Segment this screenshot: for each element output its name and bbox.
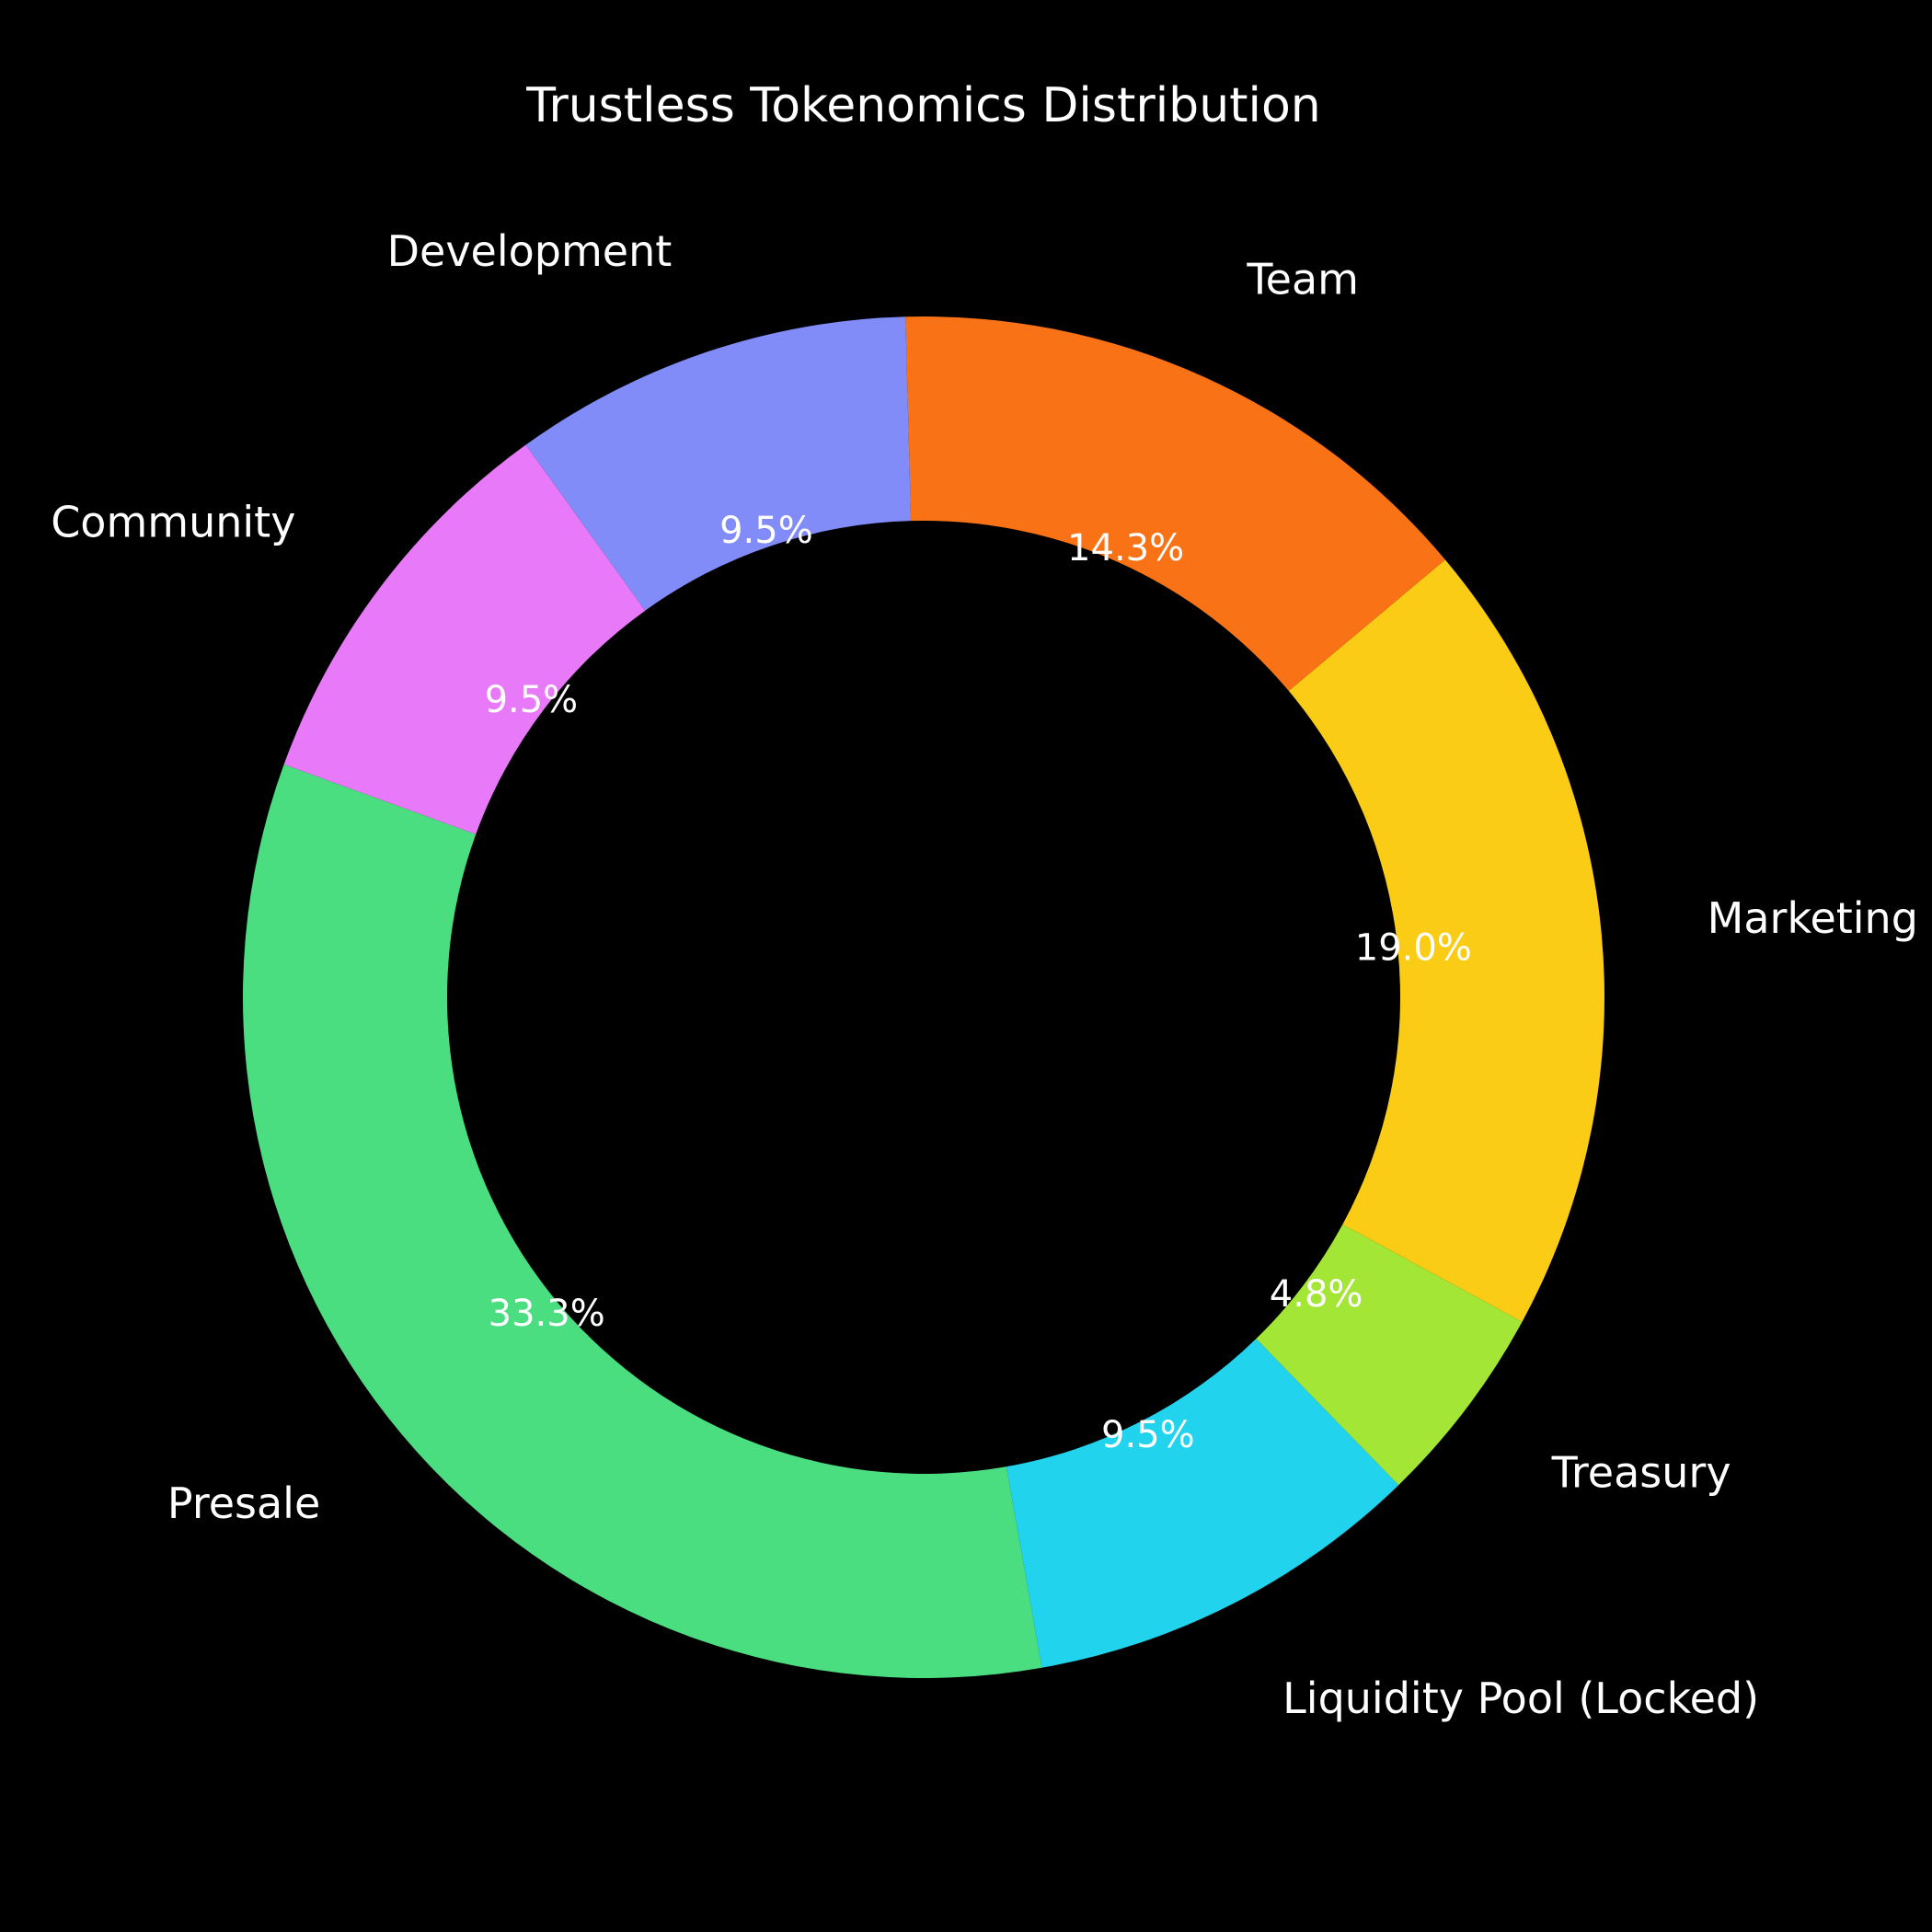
percent-label-liquidity-pool-locked: 9.5% [1101,1414,1195,1456]
category-labels-group: Presale Liquidity Pool (Locked) Treasury Ma… [51,226,1918,1723]
slices-group [243,316,1605,1678]
slice-community [283,444,646,834]
chart-title: Trustless Tokenomics Distribution [525,78,1321,133]
category-label-presale: Presale [167,1478,320,1528]
percent-labels-group: 33.3% 9.5% 4.8% 19.0% 14.3% 9.5% 9.5% [485,510,1472,1456]
percent-label-marketing: 19.0% [1355,926,1472,969]
slice-development [525,316,912,611]
slice-presale [243,764,1042,1678]
category-label-marketing: Marketing [1708,893,1918,943]
category-label-liquidity-pool-locked: Liquidity Pool (Locked) [1282,1673,1759,1723]
percent-label-development: 9.5% [719,510,813,552]
slice-liquidity-pool-locked [1006,1339,1399,1668]
percent-label-treasury: 4.8% [1270,1273,1363,1316]
category-label-development: Development [387,226,673,276]
category-label-treasury: Treasury [1551,1448,1731,1498]
percent-label-team: 14.3% [1067,527,1184,569]
percent-label-community: 9.5% [485,679,579,721]
category-label-team: Team [1246,254,1359,304]
percent-label-presale: 33.3% [489,1293,605,1335]
slice-treasury [1256,1224,1523,1486]
slice-team [905,316,1445,692]
slice-marketing [1288,559,1605,1322]
category-label-community: Community [51,497,295,546]
